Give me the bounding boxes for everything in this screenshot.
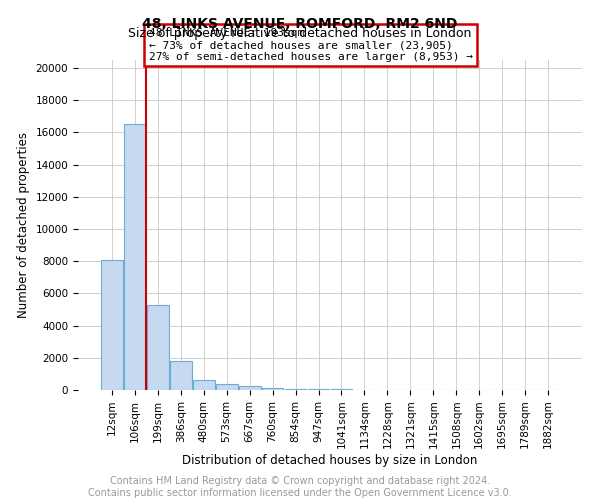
Y-axis label: Number of detached properties: Number of detached properties (17, 132, 30, 318)
Bar (239, 386, 260, 390)
Bar (193, 380, 215, 390)
Text: 48 LINKS AVENUE: 193sqm
← 73% of detached houses are smaller (23,905)
27% of sem: 48 LINKS AVENUE: 193sqm ← 73% of detache… (149, 28, 473, 62)
Bar (262, 388, 283, 390)
Bar (101, 260, 123, 390)
Bar (308, 389, 329, 390)
Bar (216, 384, 238, 390)
Text: 48, LINKS AVENUE, ROMFORD, RM2 6ND: 48, LINKS AVENUE, ROMFORD, RM2 6ND (142, 18, 458, 32)
Text: Contains HM Land Registry data © Crown copyright and database right 2024.
Contai: Contains HM Land Registry data © Crown c… (88, 476, 512, 498)
Bar (170, 361, 191, 390)
Bar (147, 304, 169, 390)
Text: Size of property relative to detached houses in London: Size of property relative to detached ho… (128, 28, 472, 40)
X-axis label: Distribution of detached houses by size in London: Distribution of detached houses by size … (182, 454, 478, 467)
Bar (284, 388, 307, 390)
Bar (124, 124, 146, 390)
